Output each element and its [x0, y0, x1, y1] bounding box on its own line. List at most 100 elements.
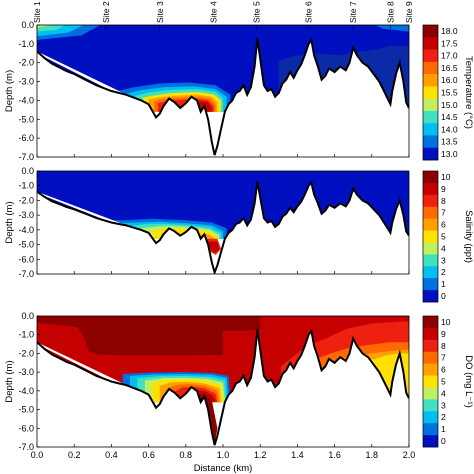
- x-tick-label: 1.2: [254, 450, 267, 460]
- contour-fills: [37, 316, 409, 447]
- colorbar-swatch: [423, 110, 438, 124]
- colorbar-frame: [422, 24, 439, 161]
- colorbar-swatch: [423, 86, 438, 99]
- colorbar-tick-label: 6: [441, 365, 446, 375]
- contour-band-8: [208, 241, 220, 253]
- colorbar-swatch: [423, 171, 438, 184]
- colorbar-tick-label: 18.0: [441, 26, 458, 36]
- colorbar-tick-label: 2: [441, 412, 446, 422]
- site-label: Site 9: [404, 1, 414, 23]
- colorbar-tick-label: 13.5: [441, 137, 458, 147]
- y-axis-label: Depth (m): [4, 360, 15, 402]
- colorbar-swatch: [423, 375, 438, 388]
- colorbar-tick-label: 17.0: [441, 51, 458, 61]
- y-tick-label: -6.0: [18, 133, 34, 143]
- seabed-mask: [37, 329, 409, 447]
- panel-dissolved_oxygen: 0.0-1.0-2.0-3.0-4.0-5.0-6.0-7.00.0 0.2 0.4…: [4, 311, 474, 474]
- x-tick-label: 0.2: [68, 450, 81, 460]
- y-tick-label: -4.0: [18, 225, 34, 235]
- colorbar-swatch: [423, 230, 438, 243]
- colorbar-tick-label: 5: [441, 232, 446, 242]
- y-tick-label: -3.0: [18, 77, 34, 87]
- colorbar-swatch: [423, 135, 438, 149]
- seabed-mask: [37, 38, 409, 157]
- colorbar-swatch: [423, 37, 438, 50]
- colorbar-tick-label: 15.0: [441, 100, 458, 110]
- colorbar-tick-label: 14.0: [441, 124, 458, 134]
- colorbar-tick-label: 1: [441, 279, 446, 289]
- site-label: Site 6: [304, 1, 314, 23]
- colorbar-tick-label: 2: [441, 267, 446, 277]
- colorbar-swatch: [423, 74, 438, 87]
- x-tick-label: 1.8: [366, 450, 379, 460]
- panel-salinity: 0.0 -1.0 -2.0 -3.0 -4.0 -5.0 -6.0 -7.0 Depth (m)…: [4, 166, 474, 303]
- y-tick-label: 0.0: [21, 166, 34, 176]
- contour-band-3: [37, 25, 65, 32]
- y-tick-label: -3.0: [18, 367, 34, 377]
- site-label: Site 7: [348, 1, 358, 23]
- contour-fills: [37, 25, 409, 157]
- colorbar-tick-label: 8: [441, 196, 446, 206]
- colorbar-tick-label: 10: [441, 317, 451, 327]
- seabed-mask: [37, 181, 409, 274]
- colorbar-tick-label: 3: [441, 255, 446, 265]
- colorbar-swatch: [423, 387, 438, 400]
- x-tick-label: 0.8: [180, 450, 193, 460]
- x-axis-label: Distance (km): [194, 463, 253, 474]
- site-label: Site 1: [32, 1, 42, 23]
- y-tick-label: 0.0: [21, 20, 34, 30]
- y-tick-label: -5.0: [18, 240, 34, 250]
- colorbar-tick-label: 6: [441, 220, 446, 230]
- colorbar-tick-label: 9: [441, 184, 446, 194]
- y-axis-label: Depth (m): [4, 201, 15, 243]
- colorbar-swatch: [423, 147, 438, 161]
- colorbar-tick-label: 0: [441, 436, 446, 446]
- colorbar-swatch: [423, 423, 438, 436]
- colorbar-tick-label: 16.0: [441, 75, 458, 85]
- colorbar-label: Temperature (°C): [463, 56, 474, 129]
- contour-band-5: [375, 25, 409, 32]
- y-tick-label: 0.0: [21, 311, 34, 321]
- colorbar-swatch: [423, 206, 438, 219]
- colorbar-swatch: [423, 363, 438, 376]
- site-label: Site 8: [385, 1, 395, 23]
- site-label: Site 5: [251, 1, 261, 23]
- y-tick-label: -4.0: [18, 95, 34, 105]
- colorbar-swatch: [423, 254, 438, 267]
- colorbar-tick-label: 13.0: [441, 149, 458, 159]
- colorbar-tick-label: 0: [441, 291, 446, 301]
- colorbar-swatch: [423, 327, 438, 341]
- y-tick-label: -1.0: [18, 39, 34, 49]
- y-tick-label: -2.0: [18, 58, 34, 68]
- y-tick-label: -7.0: [18, 442, 34, 452]
- colorbar-swatch: [423, 61, 438, 75]
- colorbar-swatch: [423, 435, 438, 448]
- y-tick-label: -6.0: [18, 254, 34, 264]
- y-tick-label: -1.0: [18, 181, 34, 191]
- colorbar-tick-label: 4: [441, 243, 446, 253]
- colorbar-swatch: [423, 25, 438, 38]
- y-tick-label: -7.0: [18, 152, 34, 162]
- colorbar-tick-label: 14.5: [441, 112, 458, 122]
- colorbar-tick-label: 7: [441, 353, 446, 363]
- colorbar-swatch: [423, 316, 438, 329]
- y-tick-label: -5.0: [18, 405, 34, 415]
- panel-temperature: 0.0 -1.0 -2.0 -3.0 -4.0 -5.0 -6.0 -7.0 Depth (m)…: [4, 1, 474, 162]
- x-tick-label: 1.4: [291, 450, 304, 460]
- colorbar-swatch: [423, 242, 438, 255]
- contour-band-4: [37, 25, 52, 28]
- contour-fills: [37, 171, 409, 274]
- y-tick-label: -2.0: [18, 195, 34, 205]
- colorbar-label: DO (mg L⁻¹): [463, 355, 474, 408]
- x-tick-label: 0.0: [31, 450, 44, 460]
- colorbar-swatch: [423, 351, 438, 364]
- colorbar-tick-label: 1: [441, 424, 446, 434]
- colorbar-tick-label: 16.5: [441, 63, 458, 73]
- y-tick-label: -5.0: [18, 114, 34, 124]
- y-tick-label: -6.0: [18, 423, 34, 433]
- y-axis-label: Depth (m): [4, 70, 15, 112]
- bathymetry-line: [37, 37, 409, 156]
- colorbar-frame: [422, 170, 439, 303]
